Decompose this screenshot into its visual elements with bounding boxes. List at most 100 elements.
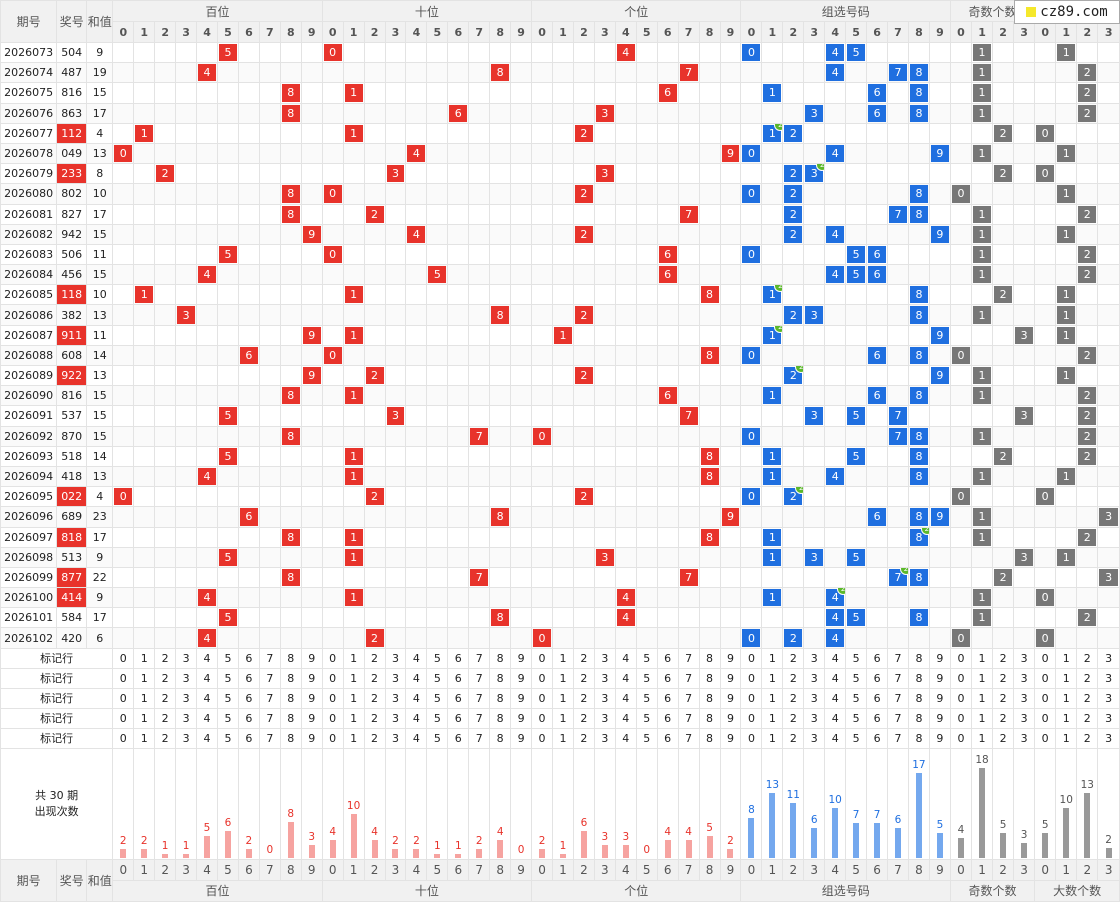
mark-cell[interactable]: 9 <box>928 667 951 689</box>
mark-cell[interactable]: 2 <box>363 707 386 729</box>
mark-cell[interactable]: 2 <box>1076 667 1099 689</box>
mark-cell[interactable]: 3 <box>1097 667 1120 689</box>
mark-cell[interactable]: 4 <box>196 727 218 749</box>
mark-cell[interactable]: 5 <box>426 667 449 689</box>
mark-cell[interactable]: 2 <box>363 667 386 689</box>
mark-cell[interactable]: 5 <box>635 647 658 669</box>
mark-cell[interactable]: 1 <box>761 727 784 749</box>
mark-cell[interactable]: 9 <box>928 727 951 749</box>
mark-cell[interactable]: 3 <box>175 667 198 689</box>
mark-cell[interactable]: 1 <box>1055 647 1078 669</box>
mark-cell[interactable]: 3 <box>803 707 826 729</box>
mark-cell[interactable]: 8 <box>279 687 302 709</box>
mark-cell[interactable]: 3 <box>593 727 616 749</box>
mark-cell[interactable]: 0 <box>740 687 763 709</box>
mark-cell[interactable]: 1 <box>761 687 784 709</box>
mark-cell[interactable]: 3 <box>803 647 826 669</box>
mark-cell[interactable]: 1 <box>342 727 365 749</box>
mark-row[interactable]: 标记行 0 1 2 3 4 5 6 7 8 9 0 1 2 3 4 5 6 7 8 9 0 1 2 3 4 5 6 7 8 9 0 1 2 3 4 5 6… <box>0 647 1120 669</box>
mark-cell[interactable]: 7 <box>887 727 909 749</box>
mark-cell[interactable]: 0 <box>1034 727 1057 749</box>
mark-cell[interactable]: 8 <box>279 647 302 669</box>
mark-cell[interactable]: 2 <box>154 667 177 689</box>
mark-cell[interactable]: 3 <box>803 687 826 709</box>
mark-cell[interactable]: 2 <box>992 687 1015 709</box>
mark-cell[interactable]: 9 <box>300 687 323 709</box>
mark-cell[interactable]: 2 <box>154 707 177 729</box>
mark-cell[interactable]: 3 <box>175 687 198 709</box>
mark-cell[interactable]: 6 <box>447 647 470 669</box>
mark-cell[interactable]: 5 <box>845 647 868 669</box>
mark-cell[interactable]: 7 <box>887 707 909 729</box>
mark-cell[interactable]: 2 <box>992 647 1015 669</box>
mark-cell[interactable]: 1 <box>552 647 574 669</box>
mark-cell[interactable]: 4 <box>614 647 637 669</box>
mark-cell[interactable]: 6 <box>866 647 889 669</box>
mark-cell[interactable]: 4 <box>405 687 428 709</box>
mark-cell[interactable]: 7 <box>887 667 909 689</box>
mark-cell[interactable]: 1 <box>1055 687 1078 709</box>
mark-cell[interactable]: 2 <box>572 687 595 709</box>
mark-cell[interactable]: 1 <box>342 667 365 689</box>
mark-cell[interactable]: 0 <box>321 667 344 689</box>
mark-cell[interactable]: 9 <box>719 647 742 669</box>
mark-cell[interactable]: 1 <box>342 707 365 729</box>
mark-cell[interactable]: 3 <box>384 667 407 689</box>
mark-cell[interactable]: 3 <box>175 707 198 729</box>
mark-cell[interactable]: 8 <box>907 727 930 749</box>
mark-cell[interactable]: 4 <box>824 647 847 669</box>
mark-cell[interactable]: 6 <box>447 687 470 709</box>
mark-cell[interactable]: 9 <box>719 727 742 749</box>
mark-cell[interactable]: 7 <box>677 707 700 729</box>
mark-cell[interactable]: 4 <box>405 707 428 729</box>
mark-row-label[interactable]: 标记行 <box>0 667 114 689</box>
mark-cell[interactable]: 9 <box>510 707 533 729</box>
mark-cell[interactable]: 1 <box>761 707 784 729</box>
mark-cell[interactable]: 2 <box>363 727 386 749</box>
mark-cell[interactable]: 6 <box>237 707 260 729</box>
mark-cell[interactable]: 8 <box>698 667 721 689</box>
mark-cell[interactable]: 7 <box>677 727 700 749</box>
mark-cell[interactable]: 6 <box>866 707 889 729</box>
mark-cell[interactable]: 7 <box>468 727 491 749</box>
mark-cell[interactable]: 3 <box>384 727 407 749</box>
mark-cell[interactable]: 2 <box>782 647 805 669</box>
mark-cell[interactable]: 7 <box>468 647 491 669</box>
mark-cell[interactable]: 9 <box>300 727 323 749</box>
mark-cell[interactable]: 8 <box>907 647 930 669</box>
mark-cell[interactable]: 7 <box>258 647 281 669</box>
mark-cell[interactable]: 9 <box>510 687 533 709</box>
mark-cell[interactable]: 0 <box>740 667 763 689</box>
mark-cell[interactable]: 1 <box>970 667 994 689</box>
mark-cell[interactable]: 0 <box>1034 667 1057 689</box>
mark-row-label[interactable]: 标记行 <box>0 687 114 709</box>
mark-cell[interactable]: 4 <box>824 687 847 709</box>
mark-cell[interactable]: 0 <box>531 687 554 709</box>
mark-cell[interactable]: 6 <box>447 707 470 729</box>
mark-row-label[interactable]: 标记行 <box>0 707 114 729</box>
mark-cell[interactable]: 5 <box>635 707 658 729</box>
mark-cell[interactable]: 5 <box>216 727 239 749</box>
mark-cell[interactable]: 8 <box>489 667 512 689</box>
mark-cell[interactable]: 4 <box>824 727 847 749</box>
mark-cell[interactable]: 2 <box>1076 727 1099 749</box>
mark-cell[interactable]: 2 <box>1076 647 1099 669</box>
mark-cell[interactable]: 1 <box>761 647 784 669</box>
mark-cell[interactable]: 0 <box>531 727 554 749</box>
mark-cell[interactable]: 7 <box>258 727 281 749</box>
mark-cell[interactable]: 0 <box>949 727 973 749</box>
mark-cell[interactable]: 9 <box>300 667 323 689</box>
mark-cell[interactable]: 6 <box>656 647 679 669</box>
mark-cell[interactable]: 8 <box>698 727 721 749</box>
mark-cell[interactable]: 9 <box>719 707 742 729</box>
mark-cell[interactable]: 0 <box>531 647 554 669</box>
mark-cell[interactable]: 0 <box>112 727 135 749</box>
mark-cell[interactable]: 4 <box>405 667 428 689</box>
mark-cell[interactable]: 9 <box>928 687 951 709</box>
mark-cell[interactable]: 2 <box>363 647 386 669</box>
mark-cell[interactable]: 6 <box>447 667 470 689</box>
mark-cell[interactable]: 3 <box>803 727 826 749</box>
mark-cell[interactable]: 3 <box>384 647 407 669</box>
mark-cell[interactable]: 6 <box>866 727 889 749</box>
mark-cell[interactable]: 7 <box>258 667 281 689</box>
